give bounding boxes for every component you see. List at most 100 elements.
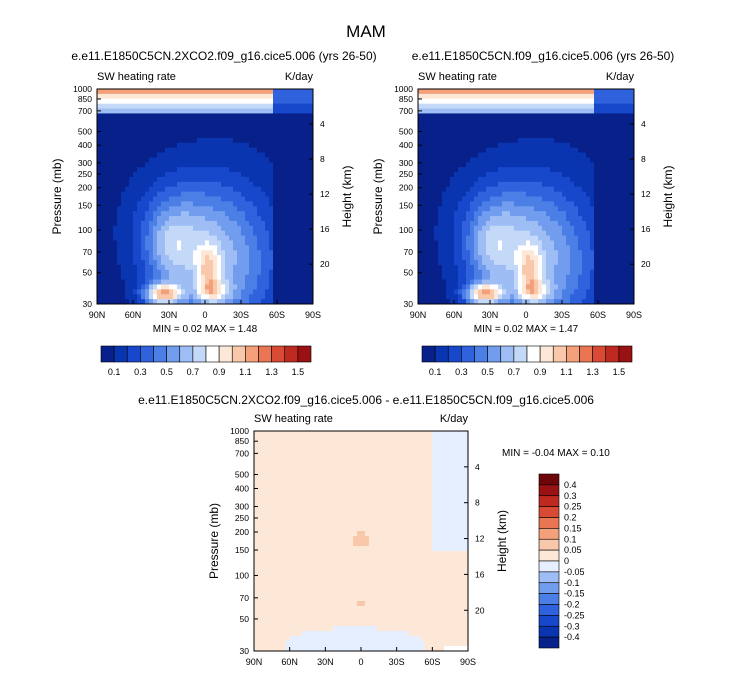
field-cell	[498, 226, 503, 231]
field-cell	[494, 206, 499, 211]
field-cell	[189, 289, 194, 294]
field-cell	[145, 187, 150, 192]
field-cell	[113, 123, 118, 128]
field-cell	[181, 226, 186, 231]
field-cell	[426, 187, 431, 192]
field-cell	[490, 133, 495, 138]
field-cell	[550, 138, 555, 143]
field-cell	[157, 216, 162, 221]
field-cell	[618, 148, 623, 153]
field-cell	[225, 177, 230, 182]
field-cell	[554, 128, 559, 133]
field-cell	[566, 89, 571, 94]
field-cell	[257, 148, 262, 153]
field-cell	[258, 501, 263, 507]
field-cell	[285, 182, 290, 187]
field-cell	[137, 275, 142, 280]
field-cell	[165, 265, 170, 270]
field-cell	[205, 162, 210, 167]
field-cell	[506, 162, 511, 167]
field-cell	[305, 94, 310, 99]
field-cell	[606, 260, 611, 265]
field-cell	[289, 216, 294, 221]
field-cell	[209, 216, 214, 221]
field-cell	[177, 99, 182, 104]
field-cell	[426, 113, 431, 118]
field-cell	[602, 255, 607, 260]
field-cell	[430, 201, 435, 206]
field-cell	[426, 250, 431, 255]
colorbar-swatch	[206, 346, 219, 362]
field-cell	[490, 162, 495, 167]
field-cell	[490, 157, 495, 162]
field-cell	[137, 240, 142, 245]
field-cell	[590, 255, 595, 260]
field-cell	[245, 172, 250, 177]
field-cell	[165, 104, 170, 109]
field-cell	[109, 118, 114, 123]
field-cell	[598, 109, 603, 114]
field-cell	[257, 289, 262, 294]
field-cell	[161, 192, 166, 197]
field-cell	[285, 284, 290, 289]
field-cell	[494, 128, 499, 133]
field-cell	[458, 284, 463, 289]
field-cell	[133, 162, 138, 167]
field-cell	[125, 167, 130, 172]
field-cell	[478, 89, 483, 94]
field-cell	[189, 201, 194, 206]
field-cell	[169, 211, 174, 216]
field-cell	[161, 284, 166, 289]
field-cell	[546, 201, 551, 206]
field-cell	[125, 216, 130, 221]
field-cell	[570, 109, 575, 114]
field-cell	[590, 128, 595, 133]
field-cell	[590, 265, 595, 270]
field-cell	[450, 99, 455, 104]
field-cell	[626, 104, 631, 109]
field-cell	[121, 240, 126, 245]
field-cell	[289, 265, 294, 270]
field-cell	[293, 240, 298, 245]
field-cell	[478, 133, 483, 138]
field-cell	[546, 260, 551, 265]
field-cell	[626, 265, 631, 270]
field-cell	[450, 109, 455, 114]
field-cell	[578, 123, 583, 128]
field-cell	[610, 89, 615, 94]
field-cell	[490, 109, 495, 114]
field-cell	[566, 226, 571, 231]
field-cell	[498, 182, 503, 187]
field-cell	[113, 294, 118, 299]
field-cell	[285, 270, 290, 275]
field-cell	[458, 201, 463, 206]
chart-title: e.e11.E1850C5CN.f09_g16.cice5.006 (yrs 2…	[412, 49, 675, 63]
field-cell	[277, 89, 282, 94]
field-cell	[554, 216, 559, 221]
field-cell	[466, 275, 471, 280]
field-cell	[277, 177, 282, 182]
field-cell	[221, 231, 226, 236]
field-cell	[254, 586, 259, 592]
field-cell	[257, 128, 262, 133]
field-cell	[490, 118, 495, 123]
field-cell	[454, 123, 459, 128]
field-cell	[494, 148, 499, 153]
field-cell	[281, 231, 286, 236]
field-cell	[141, 167, 146, 172]
field-cell	[209, 172, 214, 177]
field-cell	[177, 138, 182, 143]
field-cell	[446, 104, 451, 109]
field-cell	[486, 113, 491, 118]
variable-label: SW heating rate	[97, 71, 176, 83]
field-cell	[494, 182, 499, 187]
field-cell	[606, 197, 611, 202]
x-tick-label: 60N	[446, 310, 463, 320]
field-cell	[133, 118, 138, 123]
field-cell	[181, 231, 186, 236]
field-cell	[121, 197, 126, 202]
field-cell	[233, 89, 238, 94]
field-cell	[197, 270, 202, 275]
field-cell	[201, 104, 206, 109]
field-cell	[285, 104, 290, 109]
